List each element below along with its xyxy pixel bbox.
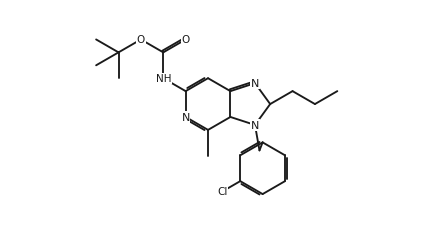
- Text: N: N: [181, 113, 190, 122]
- Text: O: O: [137, 35, 145, 45]
- Text: Cl: Cl: [217, 187, 228, 197]
- Text: O: O: [181, 35, 190, 45]
- Text: N: N: [251, 79, 259, 89]
- Text: NH: NH: [156, 74, 171, 84]
- Text: N: N: [251, 121, 259, 130]
